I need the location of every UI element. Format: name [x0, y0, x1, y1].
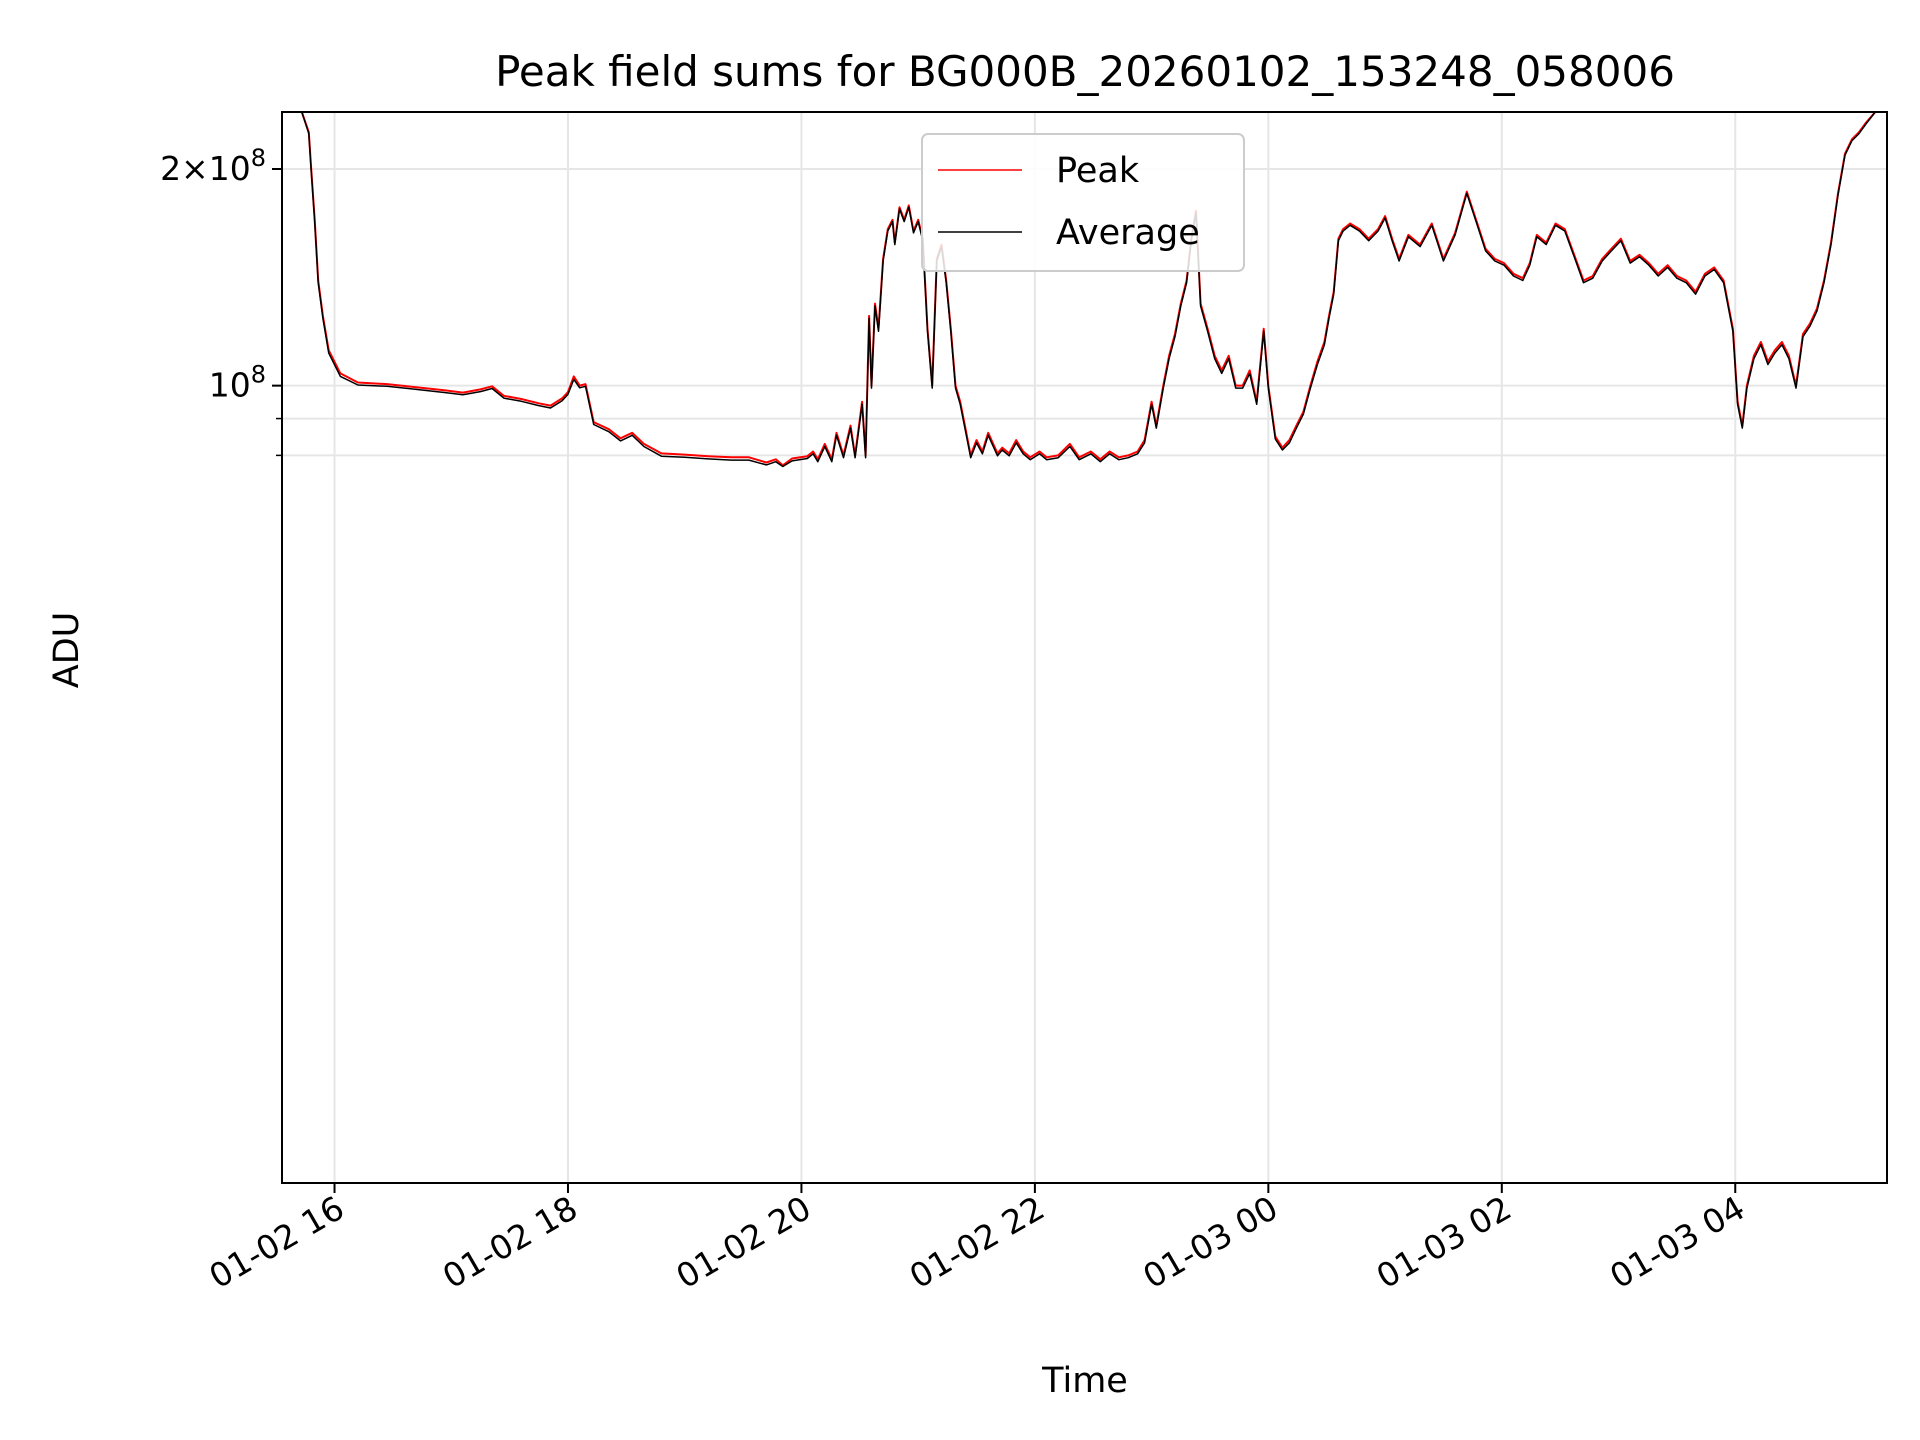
legend: Peak Average: [921, 133, 1245, 272]
y-tick-label: 2×108: [160, 144, 266, 188]
series-line-average: [282, 111, 1887, 468]
x-axis-label: Time: [1041, 1361, 1128, 1401]
legend-label-peak: Peak: [1056, 151, 1140, 191]
grid: [282, 112, 1887, 1183]
y-tick-label: 108: [209, 361, 266, 405]
y-axis-label: ADU: [47, 612, 87, 689]
series-line-peak: [282, 111, 1887, 467]
x-tick-label: 01-03 04: [1603, 1188, 1751, 1296]
plot-frame: [281, 111, 1888, 1184]
x-tick-label: 01-03 00: [1136, 1188, 1284, 1296]
legend-label-average: Average: [1056, 213, 1200, 253]
x-tick-label: 01-02 18: [436, 1188, 584, 1296]
x-tick-label: 01-03 02: [1370, 1188, 1518, 1296]
chart-title: Peak field sums for BG000B_20260102_1532…: [495, 47, 1675, 96]
x-tick-label: 01-02 16: [203, 1188, 351, 1296]
y-axis: 108 2×108: [160, 144, 282, 457]
legend-box: [921, 133, 1245, 272]
x-tick-label: 01-02 22: [903, 1188, 1051, 1296]
series-group: [282, 111, 1887, 468]
x-axis: 01-02 16 01-02 18 01-02 20 01-02 22 01-03 00…: [203, 1183, 1751, 1296]
x-tick-label: 01-02 20: [669, 1188, 817, 1296]
